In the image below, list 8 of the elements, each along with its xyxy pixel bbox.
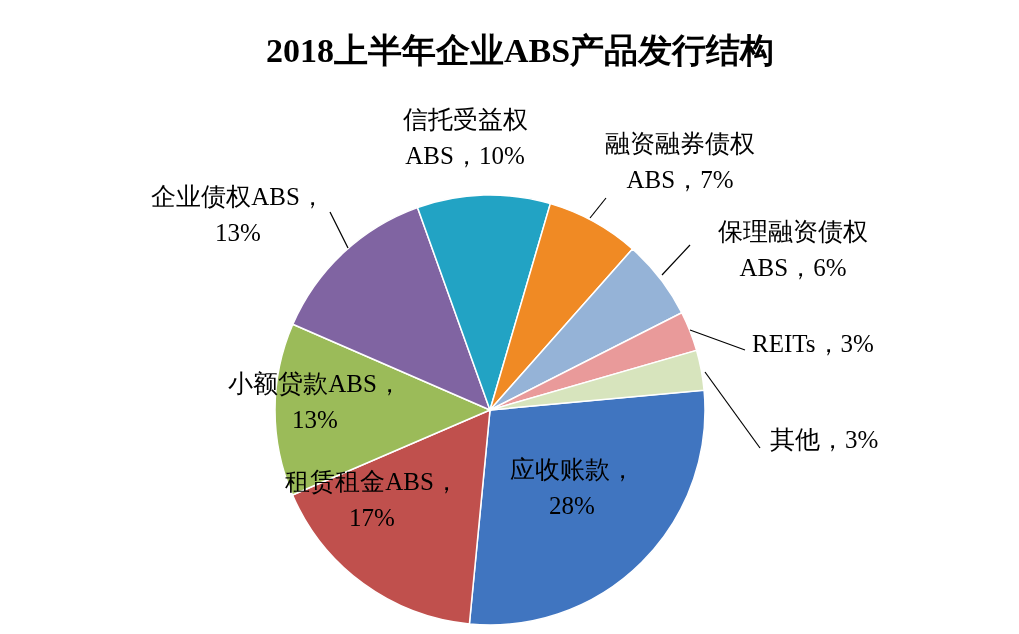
slice-label: 其他，3% bbox=[770, 426, 879, 453]
slice-label: 保理融资债权ABS，6% bbox=[718, 218, 868, 281]
chart-title: 2018上半年企业ABS产品发行结构 bbox=[265, 32, 775, 69]
slice-label: 企业债权ABS，13% bbox=[151, 183, 325, 246]
slice-label: 融资融券债权ABS，7% bbox=[605, 130, 755, 193]
slice-label: 应收账款，28% bbox=[509, 456, 635, 519]
slice-label: REITs，3% bbox=[752, 330, 874, 357]
slice-label: 信托受益权ABS，10% bbox=[402, 106, 528, 169]
